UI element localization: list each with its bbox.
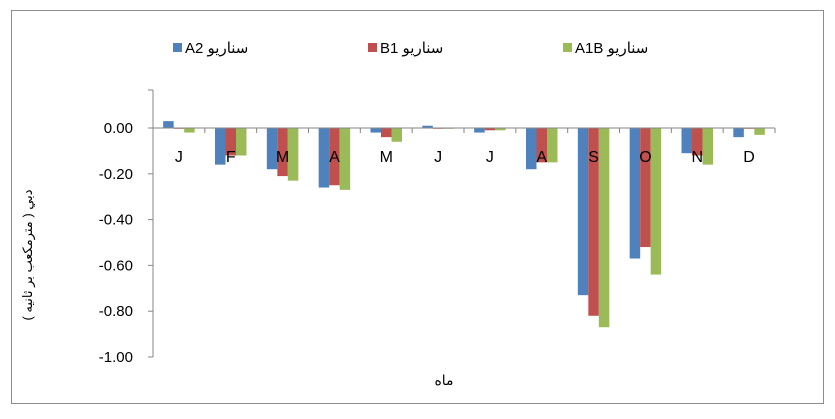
y-tick-labels: 0.00 -0.20 -0.40 -0.60 -0.80 -1.00 bbox=[99, 120, 133, 366]
bar-series1-o-10 bbox=[629, 128, 641, 259]
legend-label-series3: سناریو A1B bbox=[575, 40, 648, 57]
x-tick-label: M bbox=[380, 149, 393, 166]
bar-series2-a-4 bbox=[329, 128, 340, 186]
bar-series1-f-2 bbox=[215, 128, 226, 165]
legend-label-series2: سناریو B1 bbox=[380, 40, 443, 57]
bar-series3-s-9 bbox=[598, 128, 610, 328]
legend-label-series1: سناریو A2 bbox=[185, 40, 248, 57]
bars bbox=[163, 121, 765, 328]
bar-series1-a-4 bbox=[318, 128, 330, 188]
x-axis-label: ماه bbox=[434, 372, 453, 388]
bar-series2-o-10 bbox=[640, 128, 651, 248]
chart-border bbox=[11, 10, 824, 404]
legend: سناریو A2 سناریو B1 سناریو A1B bbox=[173, 40, 648, 57]
y-tick-label: -0.80 bbox=[99, 303, 133, 320]
bar-series3-a-4 bbox=[339, 128, 351, 190]
legend-swatch-series1 bbox=[173, 43, 182, 52]
x-tick-label: S bbox=[588, 149, 599, 166]
bar-series1-s-9 bbox=[577, 128, 589, 296]
x-tick-label: A bbox=[536, 149, 547, 166]
bar-series2-m-5 bbox=[381, 128, 392, 138]
bar-series2-m-3 bbox=[277, 128, 288, 177]
bar-series1-m-3 bbox=[266, 128, 278, 170]
bar-series3-f-2 bbox=[236, 128, 247, 156]
bar-series2-a-8 bbox=[536, 128, 547, 163]
y-tick-label: -0.40 bbox=[99, 212, 133, 229]
x-tick-label: F bbox=[226, 149, 236, 166]
y-tick-label: -0.20 bbox=[99, 166, 133, 183]
bar-series1-m-5 bbox=[370, 128, 381, 133]
y-tick-label: -1.00 bbox=[99, 349, 133, 366]
x-tick-label: M bbox=[276, 149, 289, 166]
y-axis-label: دبي ( مترمکعب بر ثانيه ) bbox=[20, 189, 36, 320]
bar-series2-f-2 bbox=[225, 128, 236, 156]
legend-swatch-series2 bbox=[368, 43, 377, 52]
bar-series3-o-10 bbox=[650, 128, 662, 275]
bar-series3-n-11 bbox=[702, 128, 713, 165]
x-tick-label: J bbox=[434, 149, 442, 166]
bar-series3-j-1 bbox=[184, 128, 195, 133]
x-tick-label: D bbox=[743, 149, 755, 166]
bar-series1-a-8 bbox=[526, 128, 537, 170]
bar-series3-a-8 bbox=[547, 128, 558, 163]
bar-series3-j-7 bbox=[495, 128, 506, 131]
bar-series1-j-6 bbox=[422, 125, 433, 128]
x-tick-label: A bbox=[329, 149, 340, 166]
bar-series2-j-7 bbox=[484, 128, 496, 131]
bar-series3-d-12 bbox=[754, 128, 765, 135]
bar-series1-j-1 bbox=[163, 121, 174, 128]
x-tick-label: J bbox=[175, 149, 183, 166]
bar-series1-n-11 bbox=[681, 128, 692, 154]
bar-series1-j-7 bbox=[474, 128, 485, 133]
bar-series2-s-9 bbox=[588, 128, 599, 316]
bar-series3-m-3 bbox=[287, 128, 299, 181]
x-tick-label: J bbox=[486, 149, 494, 166]
x-tick-label: N bbox=[691, 149, 703, 166]
y-tick-label: 0.00 bbox=[104, 120, 133, 137]
bar-series3-m-5 bbox=[391, 128, 402, 142]
legend-swatch-series3 bbox=[563, 43, 572, 52]
x-tick-label: O bbox=[639, 149, 651, 166]
bar-series1-d-12 bbox=[733, 128, 744, 138]
y-tick-label: -0.60 bbox=[99, 257, 133, 274]
axes bbox=[148, 89, 776, 358]
bar-series2-n-11 bbox=[692, 128, 703, 156]
